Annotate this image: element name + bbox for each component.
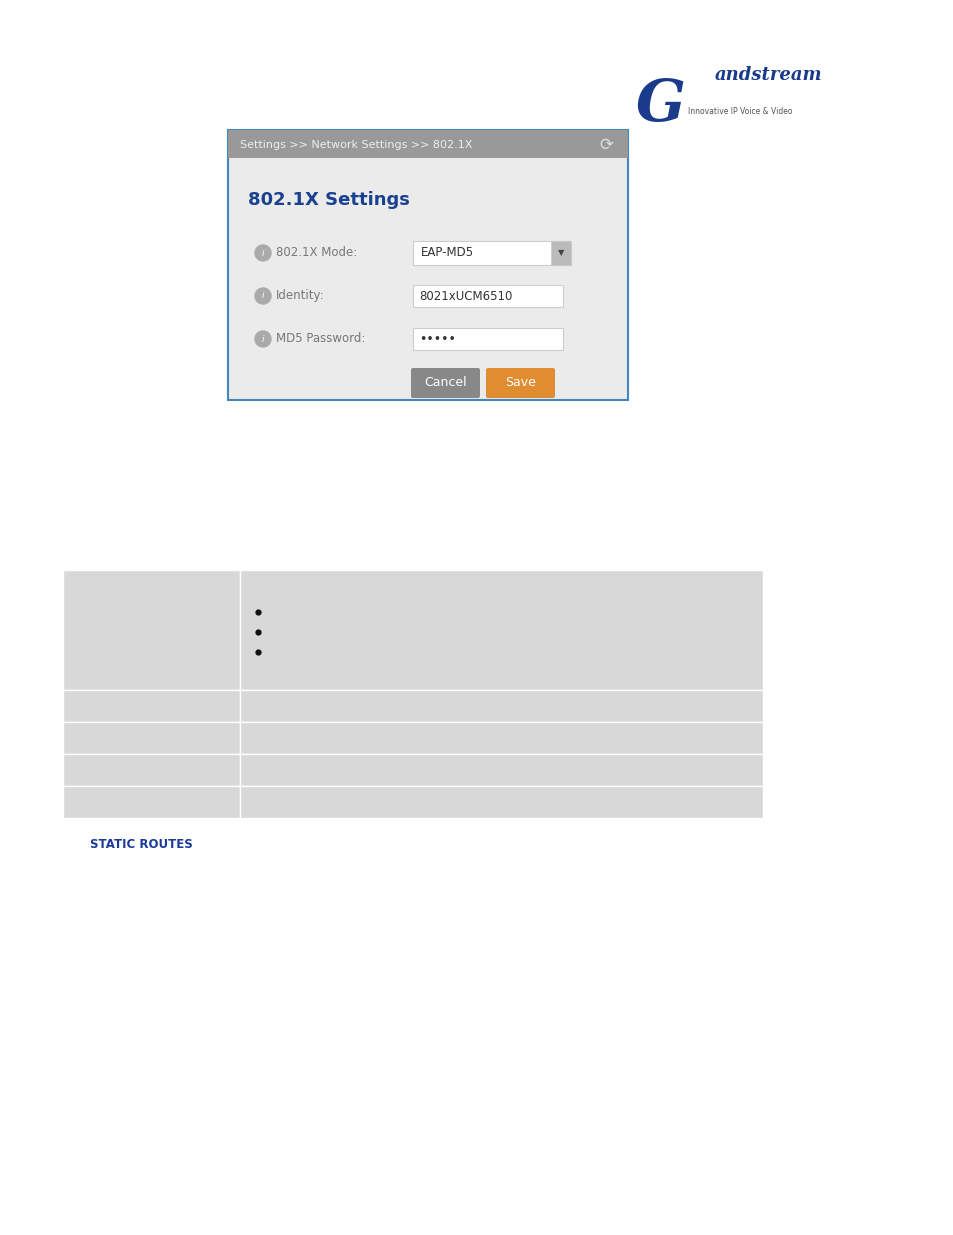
Text: •••••: ••••• <box>418 332 456 346</box>
Bar <box>63 755 240 785</box>
Text: G: G <box>635 77 684 133</box>
Bar <box>63 785 240 818</box>
Circle shape <box>254 331 271 347</box>
Text: Identity:: Identity: <box>275 289 324 303</box>
Bar <box>240 571 762 690</box>
Bar <box>63 571 240 690</box>
Bar <box>228 130 627 158</box>
Text: STATIC ROUTES: STATIC ROUTES <box>90 839 193 851</box>
Bar <box>413 329 562 350</box>
FancyBboxPatch shape <box>411 368 479 398</box>
Text: Settings >> Network Settings >> 802.1X: Settings >> Network Settings >> 802.1X <box>240 140 472 149</box>
Text: Save: Save <box>504 377 536 389</box>
Circle shape <box>254 245 271 261</box>
Text: i: i <box>261 291 264 300</box>
Circle shape <box>254 288 271 304</box>
Bar <box>63 690 240 722</box>
Bar <box>413 285 562 308</box>
Text: 802.1X Mode:: 802.1X Mode: <box>275 247 356 259</box>
FancyBboxPatch shape <box>485 368 555 398</box>
Text: i: i <box>261 335 264 343</box>
Text: andstream: andstream <box>714 65 821 84</box>
Text: EAP-MD5: EAP-MD5 <box>420 247 474 259</box>
Text: 802.1X Settings: 802.1X Settings <box>248 191 410 209</box>
Bar <box>413 241 571 266</box>
Bar <box>63 722 240 755</box>
Bar <box>240 690 762 722</box>
Bar <box>240 785 762 818</box>
Text: Innovative IP Voice & Video: Innovative IP Voice & Video <box>687 107 792 116</box>
Bar <box>240 755 762 785</box>
Bar <box>228 130 627 400</box>
Bar <box>551 241 571 266</box>
Text: Cancel: Cancel <box>424 377 466 389</box>
Text: i: i <box>261 248 264 258</box>
Bar <box>240 722 762 755</box>
Text: ⟳: ⟳ <box>598 136 612 154</box>
Text: ▼: ▼ <box>558 248 563 258</box>
Text: 8021xUCM6510: 8021xUCM6510 <box>418 289 512 303</box>
Text: MD5 Password:: MD5 Password: <box>275 332 365 346</box>
